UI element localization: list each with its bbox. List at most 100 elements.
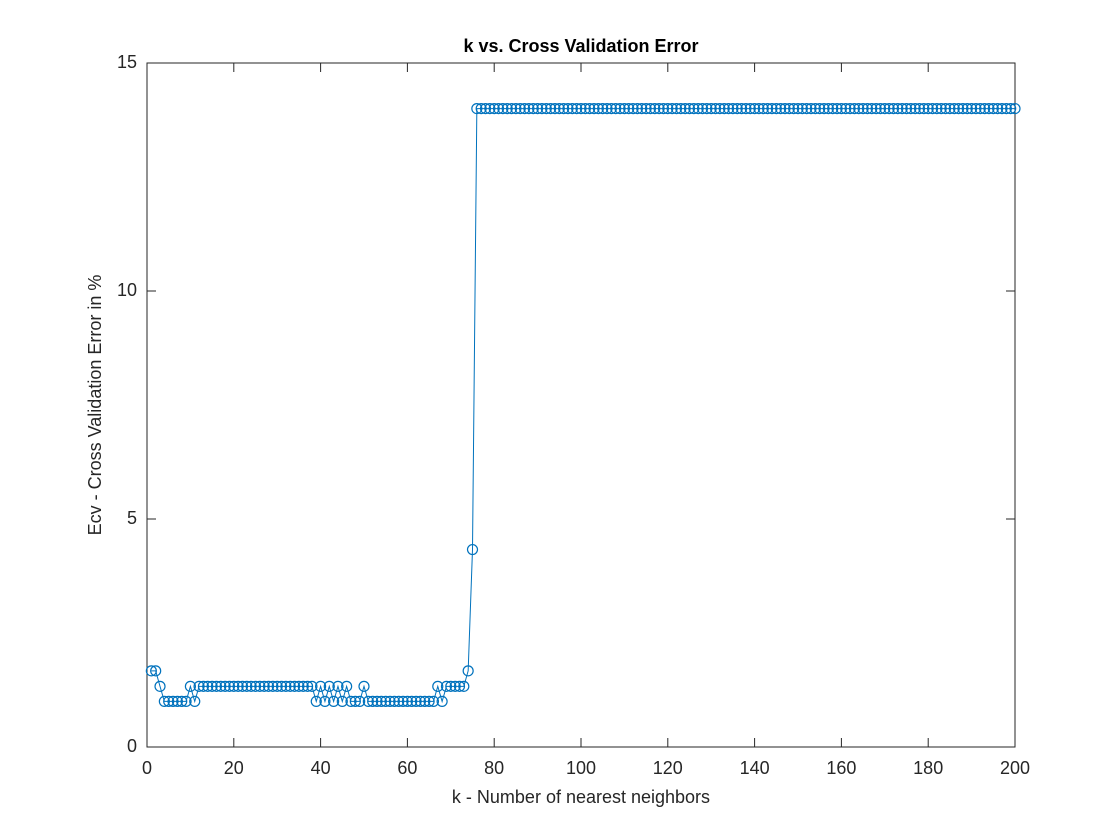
data-point bbox=[883, 102, 895, 115]
data-point bbox=[540, 102, 552, 115]
data-point bbox=[644, 102, 657, 115]
data-point bbox=[288, 680, 301, 692]
data-point bbox=[861, 102, 874, 115]
data-point bbox=[393, 695, 405, 708]
data-point bbox=[827, 102, 839, 115]
data-point bbox=[592, 102, 604, 115]
data-point bbox=[306, 680, 318, 692]
data-point bbox=[766, 102, 778, 115]
data-point bbox=[453, 680, 466, 692]
data-point bbox=[171, 695, 183, 708]
data-point bbox=[666, 102, 678, 115]
data-point bbox=[974, 102, 986, 115]
data-point bbox=[840, 102, 852, 115]
data-point bbox=[332, 680, 344, 692]
data-point bbox=[835, 102, 848, 115]
data-point bbox=[788, 102, 800, 115]
data-point bbox=[987, 102, 999, 115]
data-point bbox=[970, 102, 982, 115]
data-point bbox=[948, 102, 960, 115]
data-point bbox=[193, 680, 205, 692]
data-point bbox=[354, 695, 366, 708]
x-tick-label: 120 bbox=[653, 758, 683, 778]
data-point bbox=[145, 665, 157, 677]
data-point bbox=[358, 680, 370, 692]
data-point bbox=[423, 695, 435, 708]
data-point bbox=[384, 695, 396, 708]
data-point bbox=[293, 680, 305, 692]
data-point bbox=[367, 695, 379, 708]
data-point bbox=[913, 102, 926, 115]
data-point bbox=[701, 102, 713, 115]
x-tick-label: 0 bbox=[142, 758, 152, 778]
data-point bbox=[406, 695, 418, 708]
data-point bbox=[523, 102, 535, 115]
data-point bbox=[905, 102, 917, 115]
data-point bbox=[748, 102, 761, 115]
data-point bbox=[215, 680, 227, 692]
data-point bbox=[662, 102, 674, 115]
y-tick-label: 10 bbox=[117, 280, 137, 300]
data-point bbox=[167, 695, 179, 708]
data-point bbox=[831, 102, 843, 115]
data-point bbox=[219, 680, 231, 692]
data-point bbox=[979, 102, 991, 115]
data-point bbox=[601, 102, 613, 115]
data-point bbox=[918, 102, 930, 115]
data-point bbox=[688, 102, 700, 115]
data-point bbox=[1000, 102, 1012, 115]
x-tick-label: 160 bbox=[826, 758, 856, 778]
data-point bbox=[853, 102, 865, 115]
data-point bbox=[432, 680, 444, 692]
data-point bbox=[228, 680, 240, 692]
data-point bbox=[939, 102, 952, 115]
data-point bbox=[926, 102, 939, 115]
x-tick-label: 80 bbox=[484, 758, 504, 778]
data-point bbox=[484, 102, 496, 115]
data-point bbox=[783, 102, 795, 115]
data-point bbox=[258, 680, 270, 692]
data-point bbox=[801, 102, 813, 115]
data-point bbox=[874, 102, 887, 115]
data-point bbox=[505, 102, 518, 115]
data-point bbox=[397, 695, 409, 708]
data-point bbox=[150, 665, 162, 677]
data-point bbox=[870, 102, 882, 115]
data-point bbox=[380, 695, 392, 708]
data-point bbox=[657, 102, 670, 115]
data-point bbox=[440, 680, 453, 692]
data-point bbox=[462, 665, 474, 677]
data-point bbox=[653, 102, 665, 115]
x-tick-label: 60 bbox=[397, 758, 417, 778]
data-point bbox=[757, 102, 769, 115]
data-point bbox=[675, 102, 687, 115]
data-point bbox=[792, 102, 804, 115]
data-point bbox=[983, 102, 995, 115]
data-point bbox=[562, 102, 574, 115]
data-point bbox=[310, 695, 322, 708]
data-point bbox=[271, 680, 283, 692]
data-point bbox=[900, 102, 913, 115]
data-point bbox=[809, 102, 821, 115]
data-point bbox=[896, 102, 908, 115]
data-point bbox=[241, 680, 253, 692]
data-point bbox=[944, 102, 956, 115]
data-point bbox=[336, 695, 348, 708]
data-point bbox=[501, 102, 513, 115]
data-point bbox=[610, 102, 622, 115]
data-point bbox=[371, 695, 383, 708]
data-point bbox=[249, 680, 262, 692]
data-point bbox=[887, 102, 900, 115]
data-point bbox=[566, 102, 578, 115]
data-point bbox=[445, 680, 457, 692]
data-point bbox=[627, 102, 639, 115]
data-point bbox=[957, 102, 969, 115]
data-point bbox=[779, 102, 791, 115]
data-point bbox=[297, 680, 309, 692]
data-point bbox=[623, 102, 635, 115]
data-point bbox=[210, 680, 223, 692]
data-point bbox=[545, 102, 557, 115]
data-point bbox=[553, 102, 565, 115]
data-point bbox=[636, 102, 648, 115]
data-point bbox=[705, 102, 717, 115]
